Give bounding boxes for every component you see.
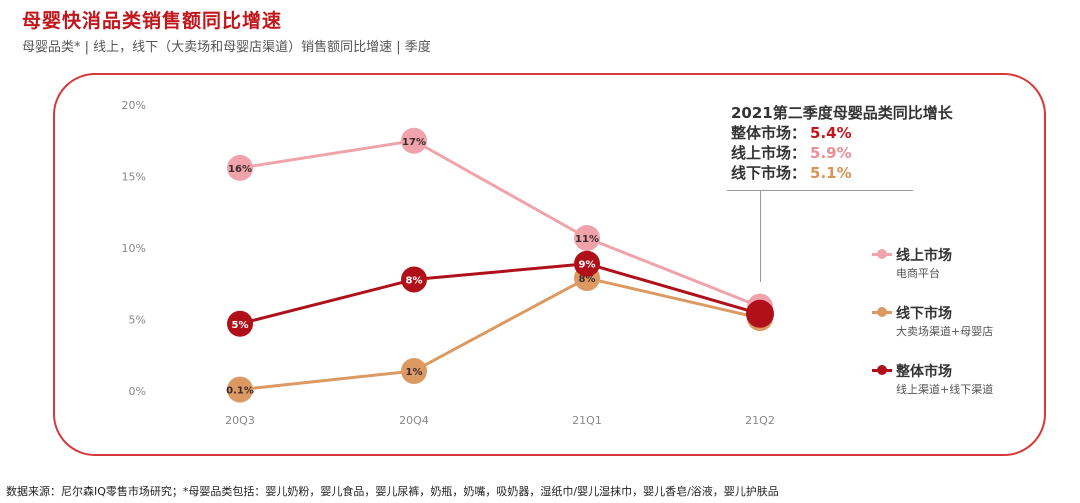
legend-sublabel: 线上渠道+线下渠道 bbox=[896, 383, 994, 396]
callout-row-online: 线上市场： 5.9% bbox=[731, 143, 953, 163]
data-point bbox=[401, 266, 427, 293]
y-tick-label: 5% bbox=[129, 314, 146, 327]
callout-row-offline: 线下市场： 5.1% bbox=[731, 163, 953, 183]
y-axis: 0% 5% 10% 15% 20% bbox=[122, 99, 146, 398]
chart-title: 母婴快消品类销售额同比增速 bbox=[22, 10, 283, 32]
data-label: 1% bbox=[406, 367, 423, 378]
callout-label: 线上市场： bbox=[731, 144, 807, 162]
series-line-2 bbox=[239, 262, 761, 326]
y-tick-label: 0% bbox=[129, 385, 146, 398]
legend-item-overall: 整体市场 线上渠道+线下渠道 bbox=[872, 361, 1062, 419]
data-point bbox=[746, 299, 774, 328]
y-tick-label: 20% bbox=[122, 99, 146, 112]
data-label: 11% bbox=[575, 234, 599, 245]
data-point bbox=[227, 376, 253, 403]
callout-value: 5.4% bbox=[810, 124, 852, 142]
callout-heading: 2021第二季度母婴品类同比增长 bbox=[731, 104, 953, 122]
legend-swatch-dot bbox=[877, 307, 887, 317]
legend-label: 整体市场 bbox=[896, 364, 952, 380]
data-point bbox=[401, 357, 427, 384]
x-axis: 20Q3 20Q4 21Q1 21Q2 bbox=[225, 414, 775, 427]
data-label: 17% bbox=[402, 137, 426, 148]
x-tick-label: 21Q1 bbox=[572, 414, 602, 427]
legend-sublabel: 电商平台 bbox=[896, 267, 940, 280]
legend-item-offline: 线下市场 大卖场渠道+母婴店 bbox=[872, 303, 1062, 361]
data-point bbox=[401, 127, 427, 154]
legend-sublabel: 大卖场渠道+母婴店 bbox=[896, 325, 994, 338]
chart-subtitle: 母婴品类* | 线上，线下（大卖场和母婴店渠道）销售额同比增速 | 季度 bbox=[22, 40, 431, 55]
callout-box: 2021第二季度母婴品类同比增长 整体市场： 5.4% 线上市场： 5.9% 线下市… bbox=[731, 103, 953, 183]
data-point bbox=[227, 154, 253, 181]
x-tick-label: 20Q3 bbox=[225, 414, 255, 427]
callout-value: 5.1% bbox=[810, 164, 852, 182]
chart-frame bbox=[53, 73, 1046, 456]
legend-swatch-dot bbox=[877, 249, 887, 259]
data-label: 5% bbox=[232, 320, 249, 331]
legend-label: 线上市场 bbox=[896, 248, 952, 264]
data-point bbox=[574, 224, 600, 251]
data-label: 9% bbox=[579, 260, 596, 271]
legend-swatch-dot bbox=[877, 365, 887, 375]
series-line-1 bbox=[239, 276, 761, 392]
series-points: 0.1% 1% 8% 16% 17% 11% 5% 8% 9% bbox=[226, 127, 774, 403]
data-label: 16% bbox=[228, 164, 252, 175]
callout-row-overall: 整体市场： 5.4% bbox=[731, 123, 953, 143]
data-point bbox=[227, 310, 253, 337]
callout-divider bbox=[727, 190, 913, 191]
y-tick-label: 15% bbox=[122, 171, 146, 184]
data-label: 8% bbox=[406, 275, 423, 286]
y-tick-label: 10% bbox=[122, 242, 146, 255]
callout-value: 5.9% bbox=[810, 144, 852, 162]
x-tick-label: 20Q4 bbox=[399, 414, 429, 427]
chart-legend: 线上市场 电商平台 线下市场 大卖场渠道+母婴店 整体市场 线上渠道+线下渠道 bbox=[872, 245, 1062, 419]
x-tick-label: 21Q2 bbox=[745, 414, 775, 427]
callout-label: 线下市场： bbox=[731, 164, 807, 182]
data-point bbox=[574, 250, 600, 277]
legend-item-online: 线上市场 电商平台 bbox=[872, 245, 1062, 303]
callout-label: 整体市场： bbox=[731, 124, 807, 142]
data-label: 8% bbox=[579, 274, 596, 285]
series-line-0 bbox=[239, 139, 761, 309]
source-footnote: 数据来源：尼尔森IQ零售市场研究；*母婴品类包括：婴儿奶粉，婴儿食品，婴儿尿裤，… bbox=[6, 485, 779, 498]
legend-label: 线下市场 bbox=[896, 306, 952, 322]
callout-pointer-line bbox=[760, 190, 761, 282]
data-label: 0.1% bbox=[226, 386, 254, 397]
series-lines bbox=[239, 139, 761, 392]
